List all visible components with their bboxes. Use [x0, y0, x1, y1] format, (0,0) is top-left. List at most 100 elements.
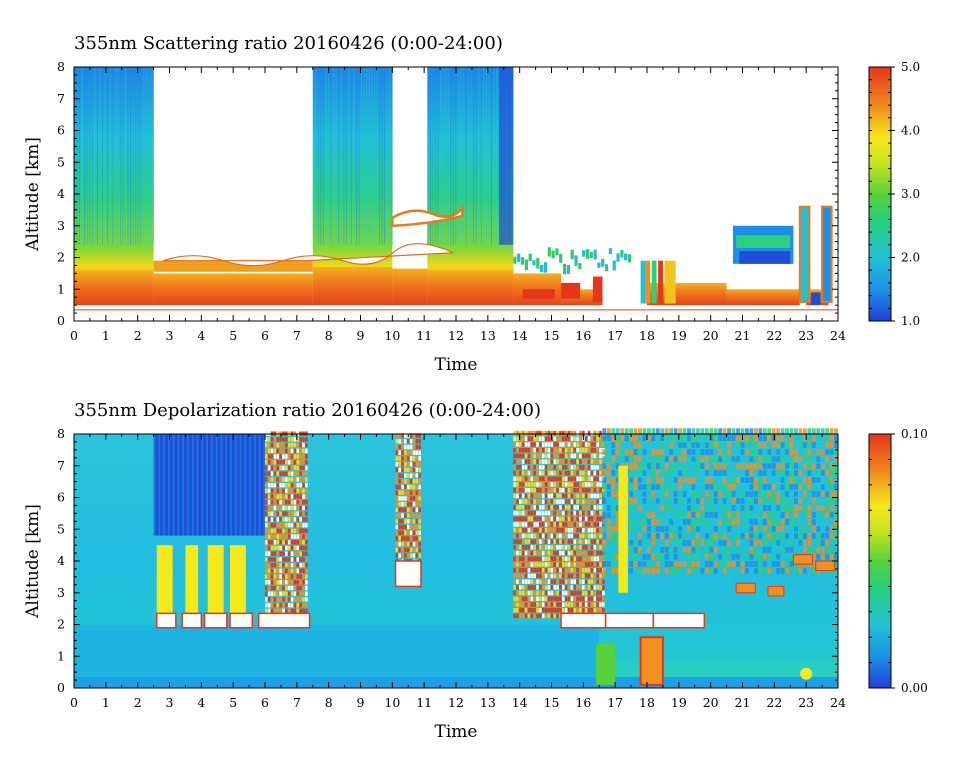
mixed-speckle: [660, 561, 665, 567]
noise-speckle: [524, 562, 528, 567]
mixed-speckle: [682, 554, 687, 560]
mixed-speckle: [767, 470, 772, 476]
mixed-speckle: [740, 428, 745, 434]
mixed-speckle: [820, 526, 825, 532]
noise-speckle: [267, 574, 271, 579]
noise-speckle: [593, 476, 597, 481]
mixed-speckle: [722, 533, 727, 539]
noise-speckle: [550, 510, 554, 516]
profile-texture: [335, 67, 337, 245]
noise-speckle: [527, 459, 531, 464]
noise-speckle: [541, 470, 545, 476]
mixed-speckle: [709, 554, 714, 560]
mixed-speckle: [785, 449, 789, 455]
mixed-speckle: [767, 498, 772, 504]
mixed-speckle: [780, 526, 785, 532]
noise-speckle: [285, 540, 288, 545]
mixed-speckle: [780, 519, 785, 525]
noise-speckle: [547, 602, 551, 607]
noise-speckle: [556, 459, 559, 464]
noise-speckle: [584, 453, 588, 459]
profile-texture: [325, 67, 327, 245]
noise-speckle: [579, 499, 582, 504]
noise-speckle: [527, 590, 531, 596]
noise-speckle: [412, 450, 416, 455]
mixed-speckle: [767, 456, 772, 462]
noise-speckle: [409, 433, 413, 438]
noise-speckle: [267, 585, 271, 591]
noise-speckle: [570, 476, 574, 481]
noise-speckle: [579, 516, 582, 521]
mixed-speckle: [664, 442, 669, 448]
mixed-speckle: [780, 456, 785, 462]
aloft-texture: [163, 434, 166, 536]
mixed-speckle: [704, 505, 709, 511]
noise-speckle: [273, 551, 277, 556]
noise-speckle: [516, 470, 519, 476]
profile-texture: [455, 67, 457, 245]
mixed-speckle: [664, 533, 669, 539]
noise-speckle: [305, 540, 308, 545]
noise-speckle: [533, 499, 536, 504]
noise-speckle: [579, 539, 582, 544]
layer-fragment: [532, 260, 536, 266]
mixed-speckle: [602, 442, 607, 448]
noise-speckle: [579, 562, 582, 567]
mixed-speckle: [802, 540, 807, 546]
mixed-speckle: [687, 561, 691, 567]
noise-speckle: [299, 448, 302, 454]
noise-speckle: [564, 487, 568, 493]
noise-speckle: [593, 579, 597, 584]
mixed-speckle: [753, 484, 758, 490]
boundary-layer-depol: [74, 624, 600, 677]
noise-speckle: [282, 602, 285, 608]
noise-speckle: [590, 533, 594, 539]
noise-speckle: [573, 482, 577, 487]
noise-speckle: [582, 596, 585, 602]
noise-speckle: [519, 499, 522, 504]
noise-speckle: [276, 500, 280, 505]
mixed-speckle: [700, 533, 705, 539]
mixed-speckle: [758, 456, 763, 462]
noise-speckle: [544, 522, 548, 527]
noise-speckle: [265, 500, 268, 505]
noise-speckle: [276, 568, 280, 574]
x-tick-label: 3: [166, 695, 174, 710]
mixed-speckle: [651, 519, 656, 525]
noise-speckle: [299, 522, 302, 528]
mixed-speckle: [629, 533, 633, 539]
noise-speckle: [564, 482, 568, 487]
noise-speckle: [287, 511, 291, 516]
noise-speckle: [570, 527, 574, 533]
noise-speckle: [550, 476, 554, 481]
noise-speckle: [290, 574, 294, 579]
noise-speckle: [559, 539, 562, 544]
noise-speckle: [593, 567, 597, 573]
noise-speckle: [519, 442, 522, 447]
noise-speckle: [418, 473, 421, 478]
noise-speckle: [576, 459, 579, 464]
noise-speckle: [596, 465, 599, 470]
noise-speckle: [290, 540, 294, 545]
noise-speckle: [547, 453, 551, 459]
mixed-speckle: [749, 435, 754, 441]
boundary-layer: [427, 270, 514, 306]
noise-speckle: [406, 479, 410, 484]
noise-speckle: [285, 591, 288, 596]
noise-speckle: [576, 442, 579, 447]
mixed-speckle: [811, 561, 816, 567]
noise-speckle: [299, 540, 302, 545]
depolarization-ratio-panel: 355nm Depolarization ratio 20160426 (0:0…: [23, 400, 928, 742]
noise-speckle: [296, 465, 300, 471]
mixed-speckle: [753, 456, 758, 462]
profile-texture: [470, 67, 472, 245]
y-tick-label: 2: [57, 250, 65, 265]
noise-speckle: [530, 567, 534, 573]
noise-speckle: [521, 493, 525, 499]
noise-speckle: [395, 536, 399, 541]
mixed-speckle: [767, 561, 772, 567]
noise-speckle: [513, 527, 516, 533]
mixed-speckle: [664, 435, 669, 441]
mixed-speckle: [722, 463, 727, 469]
noise-speckle: [513, 573, 516, 579]
